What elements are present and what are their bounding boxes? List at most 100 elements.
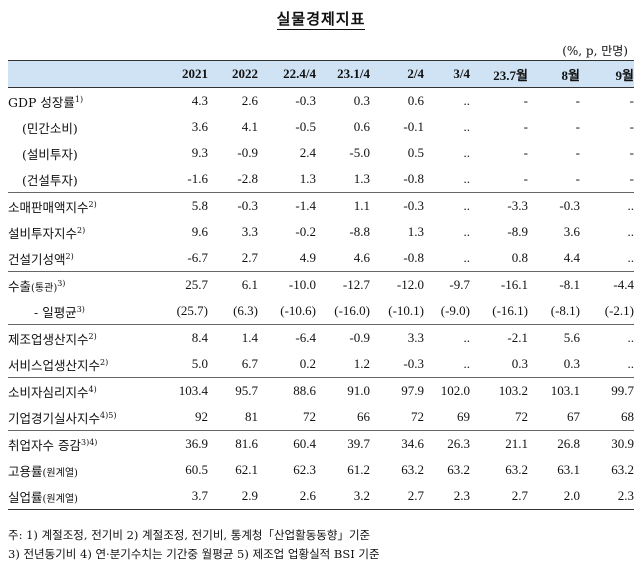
table-row: GDP 성장률1) 4.3 2.6 -0.3 0.3 0.6.. - - - bbox=[8, 88, 634, 115]
table-cell: 6.1 bbox=[208, 271, 258, 298]
row-label-text: 기업경기실사지수 bbox=[8, 410, 101, 426]
table-cell: 30.9 bbox=[580, 430, 634, 457]
footnote-marker: 2) bbox=[88, 331, 97, 341]
table-cell: 2.4 bbox=[299, 145, 316, 160]
column-header: 8월 bbox=[528, 60, 580, 88]
footnote-line: 3) 전년동기비 4) 연·분기수치는 기간중 월평균 5) 제조업 업황실적 … bbox=[8, 547, 380, 561]
table-cell: -8.9 bbox=[507, 224, 528, 239]
column-header: 2021 bbox=[156, 60, 208, 88]
table-cell: -0.8 bbox=[403, 250, 424, 265]
table-cell: 1.2 bbox=[353, 356, 370, 371]
table-cell: 3.2 bbox=[316, 483, 370, 510]
row-label-text: 설비투자지수 bbox=[8, 225, 78, 241]
table-cell: 3.6 bbox=[191, 119, 208, 134]
table-cell: .. bbox=[424, 324, 470, 351]
row-label: 고용률(원계열) bbox=[8, 457, 156, 483]
table-cell: 9.6 bbox=[191, 224, 208, 239]
table-cell: -12.0 bbox=[370, 271, 424, 298]
table-cell: 5.8 bbox=[156, 192, 208, 219]
table-cell: 63.2 bbox=[611, 462, 634, 477]
table-cell: -1.4 bbox=[258, 192, 316, 219]
table-cell: -12.7 bbox=[316, 271, 370, 298]
table-cell: .. bbox=[627, 224, 635, 239]
column-header: 9월 bbox=[580, 60, 634, 88]
table-cell: -16.1 bbox=[470, 271, 528, 298]
row-label-qualifier: (원계열) bbox=[42, 467, 78, 479]
table-cell: -2.1 bbox=[470, 324, 528, 351]
table-title: 실물경제지표 bbox=[276, 10, 366, 30]
table-cell: .. bbox=[627, 250, 635, 265]
table-row: (민간소비) 3.6 4.1 -0.5 0.6 -0.1.. - - - bbox=[8, 114, 634, 140]
table-cell: 0.3 bbox=[511, 356, 528, 371]
table-cell: - bbox=[629, 145, 634, 160]
row-label-text: 서비스업생산지수 bbox=[8, 357, 101, 373]
table-cell: - bbox=[523, 93, 528, 108]
row-label-text: - 일평균 bbox=[34, 304, 77, 320]
footnote-marker: 4)5) bbox=[100, 410, 117, 420]
table-cell: -2.8 bbox=[237, 171, 258, 186]
footnote-marker: 2) bbox=[88, 199, 97, 209]
table-row: 설비투자지수2) 9.6 3.3 -0.2 -8.8 1.3.. -8.9 3.6.. bbox=[8, 219, 634, 245]
table-cell: -0.1 bbox=[403, 119, 424, 134]
table-cell: 26.8 bbox=[528, 430, 580, 457]
table-cell: 25.7 bbox=[156, 271, 208, 298]
row-label-text: GDP 성장률 bbox=[8, 94, 75, 110]
table-cell: .. bbox=[463, 171, 471, 186]
table-cell: - bbox=[523, 171, 528, 186]
table-cell: 92 bbox=[195, 409, 208, 424]
footnote-marker: 1) bbox=[74, 94, 84, 104]
table-cell: 0.5 bbox=[407, 145, 424, 160]
table-cell: - bbox=[629, 119, 634, 134]
table-row: (건설투자) -1.6 -2.8 1.3 1.3 -0.8.. - - - bbox=[8, 166, 634, 193]
table-cell: -0.9 bbox=[237, 145, 258, 160]
table-cell: - bbox=[575, 93, 580, 108]
table-cell: -1.6 bbox=[187, 171, 208, 186]
row-label: 건설기성액2) bbox=[8, 245, 156, 272]
table-cell: 1.1 bbox=[316, 192, 370, 219]
table-cell: .. bbox=[580, 192, 634, 219]
row-label: 취업자수 증감3)4) bbox=[8, 430, 156, 457]
row-label: 설비투자지수2) bbox=[8, 219, 156, 245]
row-label: 제조업생산지수2) bbox=[8, 324, 156, 351]
footnotes: 주: 1) 계절조정, 전기비 2) 계절조정, 전기비, 통계청「산업활동동향… bbox=[8, 526, 380, 564]
row-label: 실업률(원계열) bbox=[8, 483, 156, 510]
table-cell: (-8.1) bbox=[550, 303, 580, 318]
table-cell: .. bbox=[463, 250, 471, 265]
table-cell: 60.5 bbox=[185, 462, 208, 477]
table-cell: - bbox=[575, 171, 580, 186]
table-cell: (-9.0) bbox=[440, 303, 470, 318]
table-cell: .. bbox=[463, 224, 471, 239]
table-row: 고용률(원계열) 60.5 62.1 62.3 61.2 63.2 63.2 63.2 63.1… bbox=[8, 457, 634, 483]
row-label-qualifier: (원계열) bbox=[42, 493, 78, 505]
table-cell: -8.1 bbox=[528, 271, 580, 298]
row-label-qualifier: (통관) bbox=[31, 282, 58, 294]
table-cell: 34.6 bbox=[370, 430, 424, 457]
table-cell: 1.3 bbox=[299, 171, 316, 186]
table-cell: - bbox=[575, 145, 580, 160]
table-cell: -0.8 bbox=[403, 171, 424, 186]
row-label-text: 수출 bbox=[8, 278, 32, 294]
table-cell: 67 bbox=[567, 409, 580, 424]
header-corner bbox=[8, 60, 156, 88]
table-cell: 95.7 bbox=[208, 377, 258, 404]
table-cell: 4.9 bbox=[299, 250, 316, 265]
table-cell: - bbox=[575, 119, 580, 134]
table-cell: 2.0 bbox=[528, 483, 580, 510]
footnote-marker: 2) bbox=[100, 357, 109, 367]
row-label: - 일평균3) bbox=[8, 298, 156, 325]
table-cell: -0.3 bbox=[528, 192, 580, 219]
table-cell: 26.3 bbox=[424, 430, 470, 457]
table-cell: 1.3 bbox=[353, 171, 370, 186]
table-cell: 36.9 bbox=[156, 430, 208, 457]
row-label-text: (민간소비) bbox=[22, 120, 78, 136]
table-row: 건설기성액2) -6.7 2.7 4.9 4.6 -0.8.. 0.8 4.4.. bbox=[8, 245, 634, 272]
table-cell: 6.7 bbox=[241, 356, 258, 371]
table-cell: 4.3 bbox=[191, 93, 208, 108]
table-cell: 2.7 bbox=[370, 483, 424, 510]
table-cell: 0.3 bbox=[353, 93, 370, 108]
table-cell: - bbox=[629, 171, 634, 186]
column-header: 23.7월 bbox=[470, 60, 528, 88]
row-label: 서비스업생산지수2) bbox=[8, 351, 156, 378]
table-cell: -0.3 bbox=[295, 93, 316, 108]
table-cell: 88.6 bbox=[258, 377, 316, 404]
